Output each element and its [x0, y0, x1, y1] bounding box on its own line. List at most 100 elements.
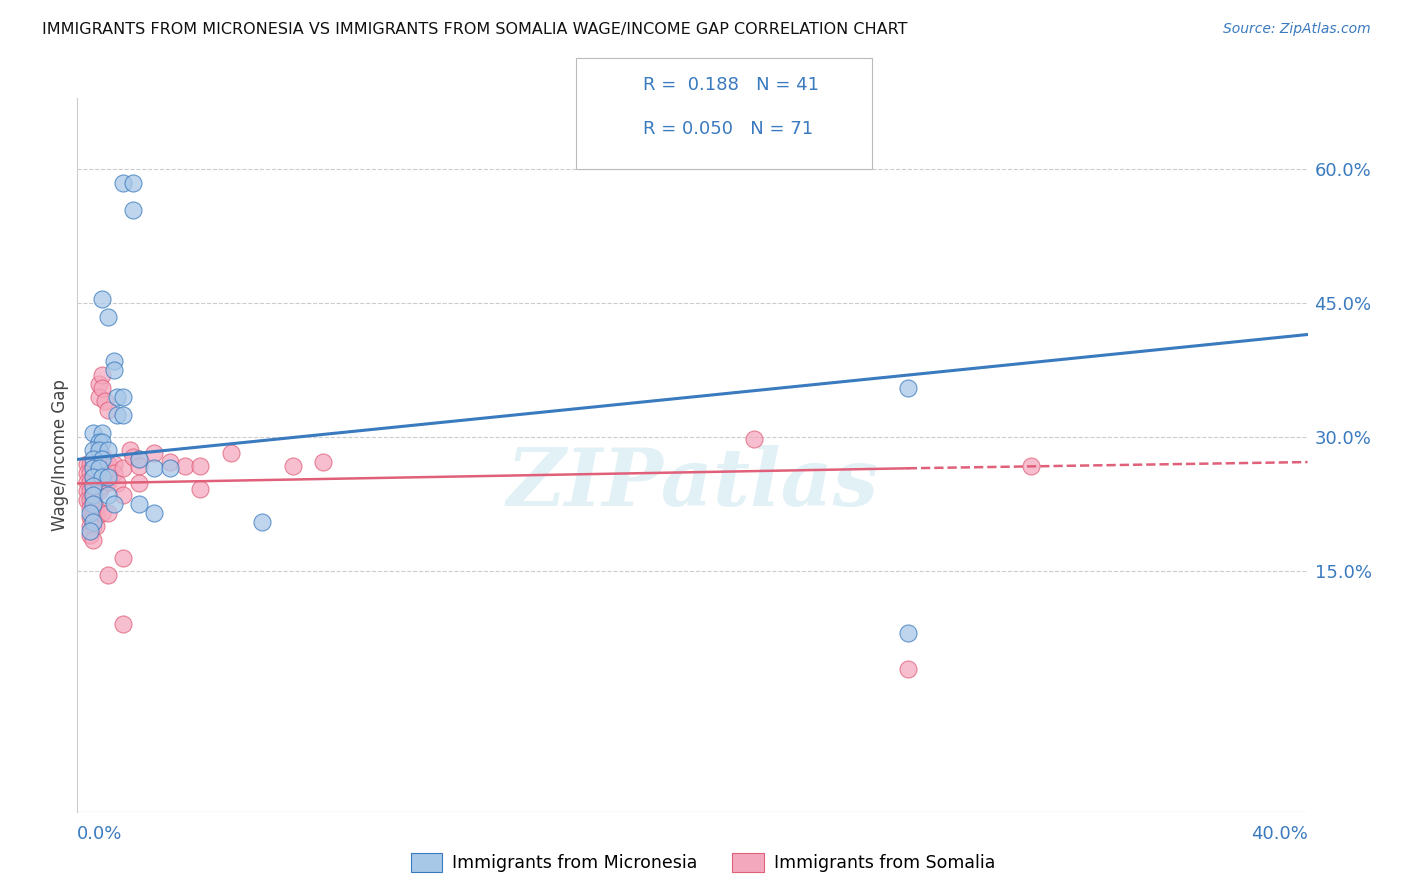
- Text: ZIPatlas: ZIPatlas: [506, 445, 879, 522]
- Point: [82, 488, 104, 502]
- Point: [87, 457, 110, 471]
- Point: [90, 381, 114, 395]
- Point: [82, 492, 104, 507]
- Point: [87, 439, 110, 453]
- Point: [103, 457, 125, 471]
- Text: 0.0%: 0.0%: [77, 825, 122, 843]
- Point: [76, 483, 98, 498]
- Point: [82, 497, 104, 511]
- Point: [90, 479, 114, 493]
- Point: [97, 403, 120, 417]
- Point: [79, 492, 101, 507]
- Point: [281, 458, 304, 473]
- Point: [79, 466, 101, 480]
- Point: [90, 448, 114, 462]
- Point: [128, 476, 150, 491]
- Point: [82, 483, 104, 498]
- Point: [97, 470, 120, 484]
- Point: [897, 381, 920, 395]
- Point: [112, 408, 135, 422]
- Y-axis label: Wage/Income Gap: Wage/Income Gap: [51, 379, 69, 531]
- Point: [897, 626, 920, 640]
- Point: [128, 452, 150, 467]
- Point: [87, 376, 110, 391]
- Point: [105, 408, 128, 422]
- Point: [79, 506, 101, 520]
- Point: [87, 479, 110, 493]
- Point: [82, 476, 104, 491]
- Text: R =  0.188   N = 41: R = 0.188 N = 41: [643, 76, 818, 94]
- Point: [897, 662, 920, 676]
- Text: Source: ZipAtlas.com: Source: ZipAtlas.com: [1223, 22, 1371, 37]
- Point: [103, 497, 125, 511]
- Point: [97, 506, 120, 520]
- Point: [90, 470, 114, 484]
- Point: [79, 528, 101, 542]
- Point: [97, 475, 120, 489]
- Point: [742, 432, 765, 446]
- Point: [159, 455, 181, 469]
- Point: [82, 501, 104, 516]
- Point: [219, 446, 242, 460]
- Point: [97, 457, 120, 471]
- Point: [90, 452, 114, 467]
- Text: R = 0.050   N = 71: R = 0.050 N = 71: [643, 120, 813, 138]
- Point: [90, 470, 114, 484]
- Point: [128, 497, 150, 511]
- Point: [82, 452, 104, 467]
- Point: [82, 461, 104, 475]
- Point: [143, 506, 166, 520]
- Point: [188, 458, 212, 473]
- Point: [82, 519, 104, 533]
- Point: [87, 470, 110, 484]
- Point: [90, 434, 114, 449]
- Point: [79, 457, 101, 471]
- Point: [94, 470, 117, 484]
- Point: [103, 466, 125, 480]
- Point: [90, 461, 114, 475]
- Point: [97, 488, 120, 502]
- Point: [94, 457, 117, 471]
- Point: [121, 202, 143, 217]
- Point: [84, 519, 107, 533]
- Point: [103, 354, 125, 368]
- Point: [143, 446, 166, 460]
- Point: [128, 452, 150, 467]
- Point: [87, 443, 110, 458]
- Point: [105, 390, 128, 404]
- Point: [112, 550, 135, 565]
- Point: [90, 292, 114, 306]
- Point: [118, 443, 141, 458]
- Point: [188, 482, 212, 496]
- Point: [250, 515, 273, 529]
- Point: [312, 455, 335, 469]
- Text: 40.0%: 40.0%: [1251, 825, 1308, 843]
- Point: [97, 310, 120, 324]
- Point: [112, 176, 135, 190]
- Point: [76, 466, 98, 480]
- Point: [82, 510, 104, 524]
- Legend: Immigrants from Micronesia, Immigrants from Somalia: Immigrants from Micronesia, Immigrants f…: [404, 846, 1002, 879]
- Point: [82, 470, 104, 484]
- Point: [82, 479, 104, 493]
- Point: [84, 510, 107, 524]
- Point: [82, 467, 104, 482]
- Point: [112, 617, 135, 632]
- Point: [97, 443, 120, 458]
- Point: [79, 519, 101, 533]
- Point: [82, 443, 104, 458]
- Point: [82, 515, 104, 529]
- Point: [121, 450, 143, 464]
- Point: [105, 476, 128, 491]
- Point: [87, 434, 110, 449]
- Point: [87, 390, 110, 404]
- Text: IMMIGRANTS FROM MICRONESIA VS IMMIGRANTS FROM SOMALIA WAGE/INCOME GAP CORRELATIO: IMMIGRANTS FROM MICRONESIA VS IMMIGRANTS…: [42, 22, 908, 37]
- Point: [103, 363, 125, 377]
- Point: [82, 457, 104, 471]
- Point: [174, 458, 197, 473]
- Point: [79, 475, 101, 489]
- Point: [159, 461, 181, 475]
- Point: [76, 457, 98, 471]
- Point: [90, 368, 114, 382]
- Point: [76, 475, 98, 489]
